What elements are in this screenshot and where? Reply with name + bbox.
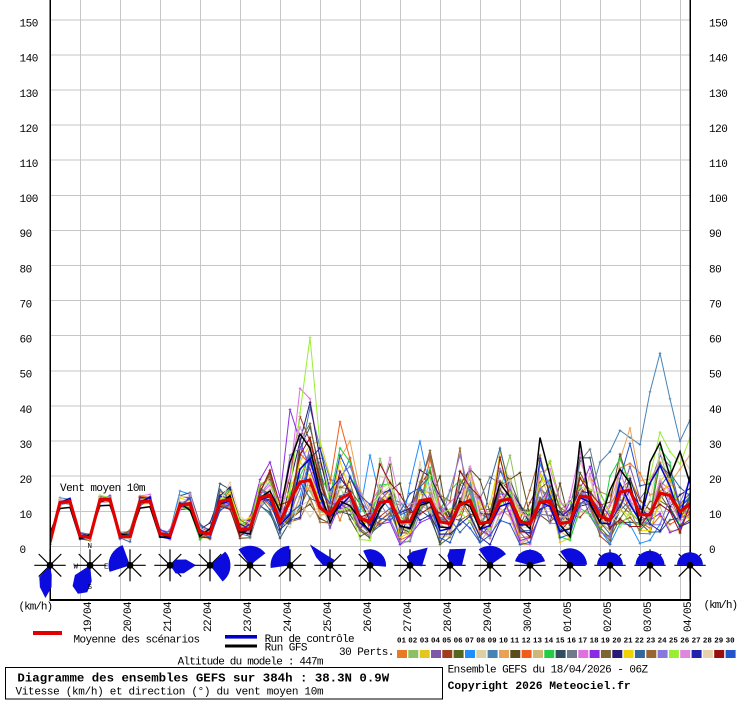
svg-text:E: E — [104, 563, 109, 571]
svg-text:140: 140 — [20, 54, 38, 66]
svg-text:Ensemble GEFS du 18/04/2026 -: Ensemble GEFS du 18/04/2026 - 06Z — [448, 665, 649, 677]
svg-text:120: 120 — [709, 124, 727, 136]
svg-text:30: 30 — [709, 440, 721, 452]
svg-text:150: 150 — [709, 19, 727, 31]
svg-text:30: 30 — [726, 638, 736, 646]
svg-text:29/04: 29/04 — [483, 601, 495, 632]
svg-text:10: 10 — [709, 510, 721, 522]
svg-text:30/04: 30/04 — [523, 601, 535, 632]
svg-text:130: 130 — [709, 89, 727, 101]
svg-text:100: 100 — [20, 194, 38, 206]
svg-text:24: 24 — [658, 638, 668, 646]
svg-text:27: 27 — [692, 638, 701, 646]
svg-text:04/05: 04/05 — [683, 602, 695, 632]
svg-text:25/04: 25/04 — [323, 601, 335, 632]
svg-text:S: S — [88, 584, 93, 592]
svg-text:70: 70 — [709, 299, 721, 311]
svg-text:50: 50 — [709, 370, 721, 382]
svg-text:Run de contrôle: Run de contrôle — [265, 634, 354, 646]
svg-text:02/05: 02/05 — [603, 602, 615, 632]
svg-text:Moyenne des scénarios: Moyenne des scénarios — [74, 635, 200, 647]
svg-text:18: 18 — [590, 638, 600, 646]
svg-text:(km/h): (km/h) — [19, 602, 53, 614]
svg-text:110: 110 — [20, 159, 38, 171]
svg-text:21: 21 — [624, 638, 634, 646]
svg-text:110: 110 — [709, 159, 727, 171]
svg-text:20: 20 — [20, 475, 32, 487]
svg-text:03: 03 — [420, 638, 430, 646]
svg-text:80: 80 — [709, 264, 721, 276]
svg-text:30 Perts.: 30 Perts. — [339, 647, 394, 659]
svg-text:03/05: 03/05 — [643, 602, 655, 632]
svg-text:21/04: 21/04 — [163, 601, 175, 632]
svg-text:19/04: 19/04 — [83, 601, 95, 632]
svg-text:06: 06 — [454, 638, 464, 646]
svg-text:40: 40 — [709, 405, 721, 417]
svg-text:26/04: 26/04 — [363, 601, 375, 632]
svg-text:23: 23 — [646, 638, 656, 646]
svg-text:Altitude du modele : 447m: Altitude du modele : 447m — [178, 657, 324, 669]
svg-text:09: 09 — [488, 638, 498, 646]
svg-text:28/04: 28/04 — [443, 601, 455, 632]
svg-text:26: 26 — [680, 638, 690, 646]
svg-text:Vitesse (km/h) et direction (°: Vitesse (km/h) et direction (°) du vent … — [16, 687, 324, 699]
svg-text:29: 29 — [714, 638, 724, 646]
svg-text:10: 10 — [20, 510, 32, 522]
svg-text:27/04: 27/04 — [403, 601, 415, 632]
svg-text:Copyright 2026 Meteociel.fr: Copyright 2026 Meteociel.fr — [448, 681, 631, 693]
svg-text:70: 70 — [20, 299, 32, 311]
svg-text:24/04: 24/04 — [283, 601, 295, 632]
svg-text:04: 04 — [431, 638, 441, 646]
svg-text:28: 28 — [703, 638, 713, 646]
svg-text:90: 90 — [709, 229, 721, 241]
svg-text:N: N — [88, 543, 93, 551]
svg-text:22/04: 22/04 — [203, 601, 215, 632]
svg-text:90: 90 — [20, 229, 32, 241]
svg-text:05: 05 — [442, 638, 452, 646]
svg-text:20: 20 — [709, 475, 721, 487]
svg-text:23/04: 23/04 — [243, 601, 255, 632]
svg-text:30: 30 — [20, 440, 32, 452]
svg-text:20: 20 — [612, 638, 622, 646]
svg-text:150: 150 — [20, 19, 38, 31]
svg-text:17: 17 — [578, 638, 587, 646]
svg-text:60: 60 — [709, 335, 721, 347]
svg-text:01: 01 — [397, 638, 407, 646]
svg-text:11: 11 — [510, 638, 520, 646]
svg-text:130: 130 — [20, 89, 38, 101]
svg-text:140: 140 — [709, 54, 727, 66]
svg-text:80: 80 — [20, 264, 32, 276]
svg-text:07: 07 — [465, 638, 474, 646]
svg-text:0: 0 — [709, 545, 715, 557]
svg-text:W: W — [74, 563, 79, 571]
svg-text:Vent moyen 10m: Vent moyen 10m — [60, 483, 146, 495]
svg-text:60: 60 — [20, 335, 32, 347]
svg-text:22: 22 — [635, 638, 645, 646]
svg-text:(km/h): (km/h) — [704, 600, 738, 612]
svg-text:01/05: 01/05 — [563, 602, 575, 632]
svg-text:20/04: 20/04 — [123, 601, 135, 632]
svg-text:0: 0 — [20, 545, 26, 557]
svg-text:25: 25 — [669, 638, 679, 646]
svg-text:16: 16 — [567, 638, 577, 646]
svg-text:12: 12 — [522, 638, 532, 646]
svg-text:08: 08 — [476, 638, 486, 646]
svg-text:Run GFS: Run GFS — [265, 643, 308, 655]
svg-text:15: 15 — [556, 638, 566, 646]
svg-text:19: 19 — [601, 638, 611, 646]
svg-text:120: 120 — [20, 124, 38, 136]
svg-text:40: 40 — [20, 405, 32, 417]
svg-text:02: 02 — [408, 638, 418, 646]
svg-text:13: 13 — [533, 638, 543, 646]
svg-text:14: 14 — [544, 638, 554, 646]
svg-text:10: 10 — [499, 638, 509, 646]
svg-text:Diagramme des ensembles GEFS s: Diagramme des ensembles GEFS sur 384h : … — [17, 672, 389, 686]
svg-text:50: 50 — [20, 370, 32, 382]
svg-text:100: 100 — [709, 194, 727, 206]
